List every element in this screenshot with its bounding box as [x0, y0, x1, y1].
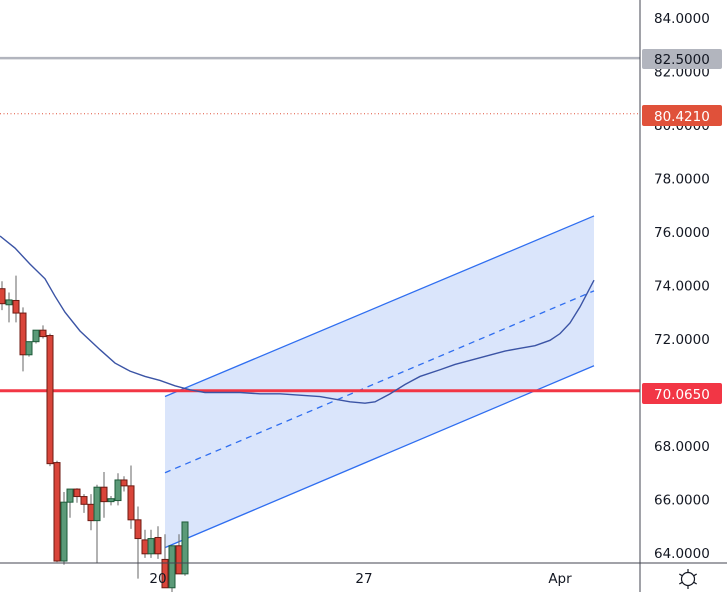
channel-mid-line[interactable] [164, 290, 595, 474]
candle [66, 488, 74, 518]
price-axis[interactable]: 84.000082.000080.000078.000076.000074.00… [654, 11, 710, 562]
candle [93, 484, 101, 563]
candle [0, 281, 6, 311]
candle [53, 460, 61, 563]
candle [107, 496, 115, 506]
time-axis[interactable]: 20 27 Apr [149, 571, 572, 587]
candle [168, 545, 176, 592]
price-tick-label: 72.0000 [654, 332, 710, 348]
channel-lower-line[interactable] [164, 365, 595, 549]
gear-icon[interactable] [678, 569, 698, 589]
time-tick-label: 20 [149, 571, 166, 587]
candle [114, 473, 122, 506]
candle [39, 325, 47, 339]
candle [100, 471, 108, 518]
regression-channel[interactable] [164, 215, 595, 549]
candle [161, 534, 169, 589]
price-tick-label: 64.0000 [654, 546, 710, 562]
support-price-tag: 70.0650 [642, 383, 722, 404]
candlestick-series [0, 275, 189, 592]
candle [32, 329, 40, 344]
candle [120, 476, 128, 492]
horizontal-levels[interactable] [0, 56, 640, 393]
price-tick-label: 84.0000 [654, 11, 710, 27]
price-tick-label: 74.0000 [654, 279, 710, 295]
candle [141, 529, 149, 558]
candle [154, 526, 162, 559]
last-price-label: 80.4210 [654, 109, 710, 125]
price-tick-label: 78.0000 [654, 172, 710, 188]
price-tick-label: 68.0000 [654, 439, 710, 455]
candle [5, 292, 13, 323]
candle [12, 275, 20, 323]
candle [73, 488, 81, 503]
price-tick-label: 76.0000 [654, 225, 710, 241]
candle [46, 333, 54, 467]
candle [181, 521, 189, 576]
candle [147, 529, 155, 558]
time-tick-label: Apr [548, 571, 572, 587]
moving-average-line [0, 235, 595, 404]
candle [127, 465, 135, 529]
time-tick-label: 27 [355, 571, 372, 587]
candle [134, 506, 142, 579]
candle [25, 341, 33, 357]
last-price-tag: 80.4210 [642, 105, 722, 126]
candle [19, 307, 27, 372]
support-price-label: 70.0650 [654, 387, 710, 403]
resistance-price-tag: 82.5000 [642, 49, 722, 69]
resistance-price-label: 82.5000 [654, 52, 710, 68]
candle [60, 492, 68, 565]
price-tick-label: 66.0000 [654, 493, 710, 509]
channel-upper-line[interactable] [164, 215, 595, 398]
candle [80, 494, 88, 513]
candle [87, 494, 95, 531]
